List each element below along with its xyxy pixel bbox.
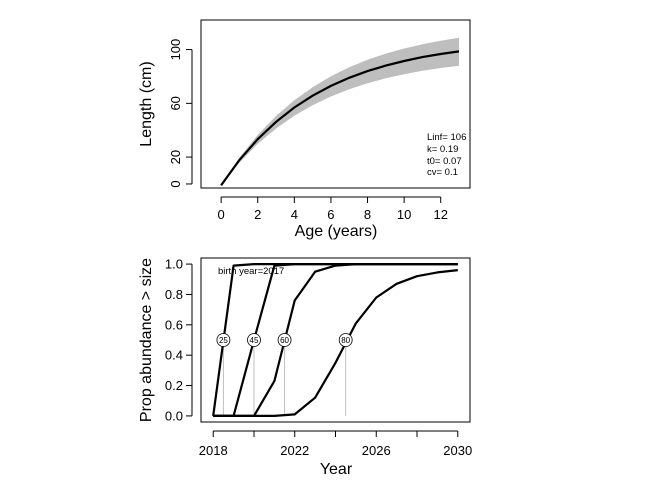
proportion-tick-label: 1.0 <box>165 257 183 272</box>
age-tick-label: 2 <box>254 207 261 222</box>
abundance-by-year-panel: 25 45 60 80 2018 2022 2026 2030 0.00.20.40.60.… <box>138 257 472 478</box>
proportion-y-axis: 0.0 0.2 0.4 0.6 0.8 1.0 <box>165 257 193 423</box>
proportion-tick-label: 0.0 <box>165 408 183 423</box>
size-marker-circle <box>277 333 292 347</box>
year-tick-label: 2026 <box>362 443 391 458</box>
length-axis-title: Length (cm) <box>138 61 155 146</box>
size-marker-labels: 25 45 60 80 <box>216 333 353 347</box>
length-at-age-panel: 0 2 4 6 8 10 12 0 20 60 100 Age (years) Length (c… <box>138 19 471 240</box>
growth-parameters-annotation: Linf= 106 k= 0.19 t0= 0.07 cv= 0.1 <box>427 132 466 178</box>
length-tick-label: 100 <box>168 39 183 61</box>
length-y-axis: 0 20 60 100 <box>168 39 193 188</box>
length-tick-label: 60 <box>168 96 183 110</box>
proportion-tick-label: 0.2 <box>165 378 183 393</box>
age-tick-label: 12 <box>433 207 447 222</box>
length-mean-curve <box>220 50 460 186</box>
length-tick-label: 0 <box>168 180 183 187</box>
proportion-tick-label: 0.8 <box>165 287 183 302</box>
age-x-axis: 0 2 4 6 8 10 12 <box>218 196 448 222</box>
length-tick-label: 20 <box>168 150 183 164</box>
abundance-plot-frame <box>200 257 471 423</box>
size-marker-lines <box>222 340 347 416</box>
size-marker-label: 80 <box>341 336 350 345</box>
age-tick-label: 0 <box>218 207 225 222</box>
age-tick-label: 10 <box>397 207 411 222</box>
cv-annotation: cv= 0.1 <box>427 167 458 178</box>
age-axis-title: Age (years) <box>295 223 378 240</box>
year-axis-title: Year <box>320 461 353 478</box>
age-tick-label: 8 <box>364 207 371 222</box>
year-tick-label: 2030 <box>443 443 472 458</box>
length-plot-frame <box>200 19 471 189</box>
proportion-tick-label: 0.4 <box>165 348 183 363</box>
size-marker-circle <box>338 333 353 347</box>
proportion-axis-title: Prop abundance > size <box>138 258 155 422</box>
t0-annotation: t0= 0.07 <box>427 156 462 167</box>
size-marker-circle <box>247 333 261 347</box>
year-tick-label: 2022 <box>280 443 309 458</box>
proportion-tick-label: 0.6 <box>165 317 183 332</box>
size-marker-circle <box>216 333 231 347</box>
length-cv-band <box>221 37 459 186</box>
age-tick-label: 4 <box>291 207 298 222</box>
size-marker-label: 25 <box>219 336 228 345</box>
linf-annotation: Linf= 106 <box>427 132 466 143</box>
size-marker-label: 45 <box>250 336 259 345</box>
birth-year-annotation: birth year=2017 <box>218 266 284 277</box>
year-tick-label: 2018 <box>199 443 228 458</box>
size-marker-label: 60 <box>280 336 289 345</box>
year-x-axis: 2018 2022 2026 2030 <box>199 430 472 458</box>
k-annotation: k= 0.19 <box>427 144 458 155</box>
abundance-curve <box>213 269 458 417</box>
age-tick-label: 6 <box>327 207 334 222</box>
